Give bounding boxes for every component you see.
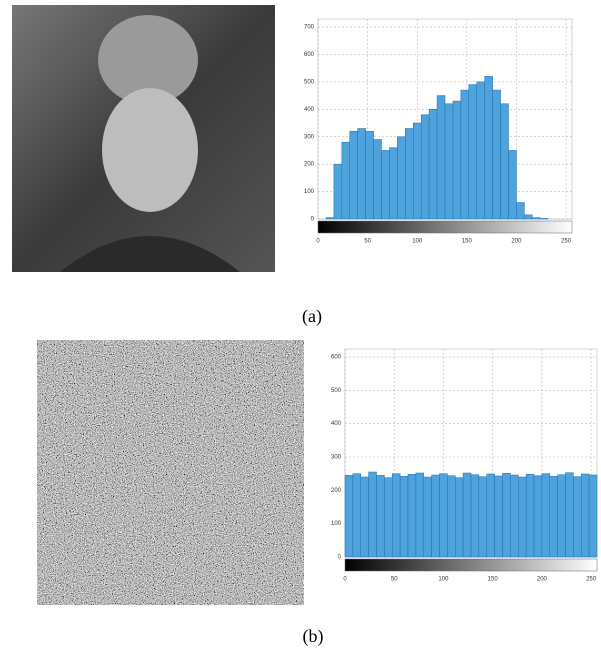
histogram-bar [455,477,464,558]
histogram-bar [413,122,422,220]
histogram-bar [368,471,377,558]
histogram-bar [365,130,374,220]
x-tick-label: 50 [391,577,398,583]
histogram-bar [436,95,446,220]
histogram-bar [325,217,335,220]
colorbar [344,558,598,572]
y-tick-label: 300 [304,134,315,140]
histogram-bar [415,472,424,558]
y-tick-label: 400 [331,421,342,427]
y-tick-label: 100 [331,521,342,527]
histogram-bar [447,475,456,558]
colorbar [317,220,573,234]
histogram-bar [420,114,430,220]
histogram-bar [462,472,472,558]
histogram-bar [405,128,414,220]
y-tick-label: 700 [304,25,315,31]
x-tick-label: 0 [343,577,347,583]
portrait-image [12,5,275,272]
histogram-bar [565,472,574,558]
histogram-bar [510,474,519,558]
x-tick-label: 200 [537,577,548,583]
histogram-bar [341,141,350,220]
histogram-bar [452,100,462,220]
y-tick-label: 0 [311,217,315,223]
histogram-bar [397,136,406,220]
x-tick-label: 250 [561,239,572,245]
y-tick-label: 600 [304,52,315,58]
histogram-bar [333,163,343,220]
histogram-bar [407,474,417,558]
histogram-bar [460,89,470,220]
y-tick-label: 200 [304,162,315,168]
y-tick-label: 400 [304,107,315,113]
histogram-bar [357,128,366,220]
y-tick-label: 0 [338,555,342,561]
histogram-bar [476,81,485,220]
y-tick-label: 300 [331,455,342,461]
histogram-bar [508,150,517,220]
histogram-bar [389,147,398,220]
histogram-bar [502,473,511,558]
x-tick-label: 100 [438,577,449,583]
histogram-bar [468,84,477,220]
x-tick-label: 250 [586,577,597,583]
caption: (a) [302,306,322,327]
x-tick-label: 0 [316,239,320,245]
histogram-bar [431,474,440,558]
x-tick-label: 150 [462,239,473,245]
histogram-bar [399,476,409,558]
histogram-bar [428,109,438,220]
histogram-bar [581,473,590,558]
histogram-bar [360,476,369,558]
histogram-bar [384,477,393,558]
histogram-bar [532,217,541,220]
histogram-bar [500,103,509,220]
histogram-bar [392,473,401,558]
histogram-bar [484,76,493,220]
histogram-bar [381,150,390,220]
x-tick-label: 50 [364,239,371,245]
histogram-bar [344,475,354,558]
histogram-bar [486,473,495,558]
x-tick-label: 150 [488,577,499,583]
encrypted-image [37,340,304,605]
histogram-bar [525,474,535,558]
histogram-bar [423,476,432,558]
histogram-bar [373,139,382,220]
y-tick-label: 100 [304,189,315,195]
histogram-bar [478,476,487,558]
caption: (b) [303,626,324,647]
histogram-bar [352,473,361,558]
histogram-bar [524,214,533,220]
x-tick-label: 100 [412,239,423,245]
x-tick-label: 200 [511,239,522,245]
histogram-bar [349,130,358,220]
histogram-bar [444,103,454,220]
histogram-bar [492,89,501,220]
histogram-bar [573,476,582,558]
histogram-bar [588,474,598,558]
histogram-bar [557,474,566,558]
histogram-bar [470,474,480,558]
y-tick-label: 500 [331,388,342,394]
histogram-bar [439,473,448,558]
histogram-bar [541,473,550,558]
histogram-bar [376,475,385,558]
histogram-bar [549,476,558,558]
y-tick-label: 200 [331,488,342,494]
y-tick-label: 600 [331,355,342,361]
histogram-bar [533,475,543,558]
histogram-bar [540,218,549,220]
histogram-bar [518,476,527,558]
histogram-bar [494,475,503,558]
y-tick-label: 500 [304,79,315,85]
histogram-bar [516,202,525,220]
